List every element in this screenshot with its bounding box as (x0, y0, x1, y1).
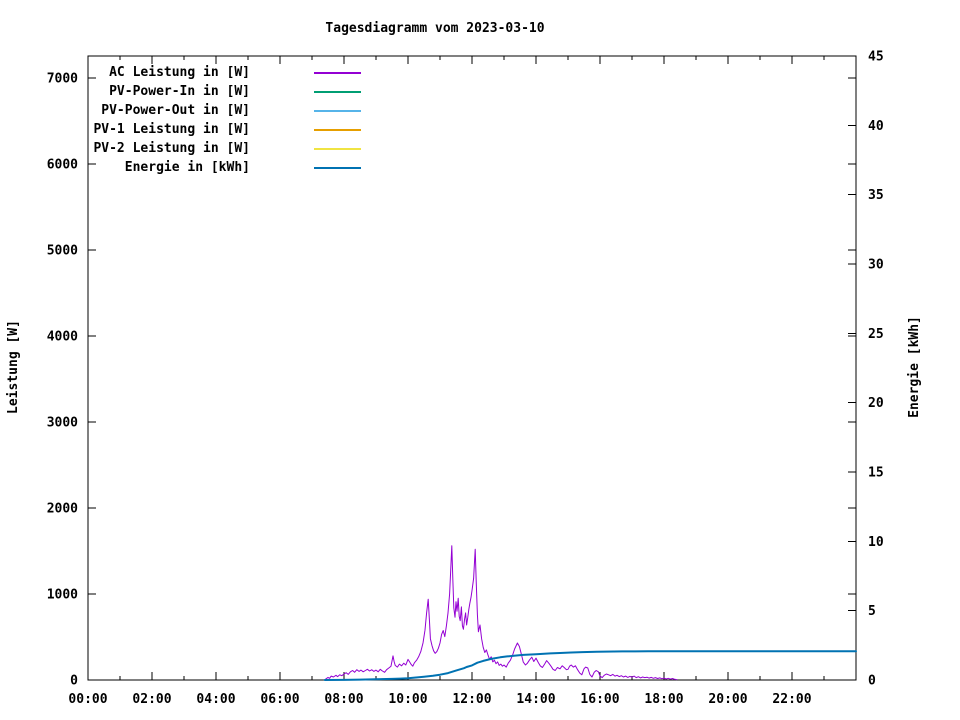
chart-title: Tagesdiagramm vom 2023-03-10 (325, 21, 545, 36)
y-tick-label: 7000 (47, 72, 78, 87)
legend-line-sample-energie-in-kwh (314, 166, 361, 169)
y2-tick-label: 5 (868, 604, 876, 619)
legend-label-energie-in-kwh: Energie in [kWh] (124, 160, 250, 175)
legend-line-sample-pv-1-leistung-in-w (314, 128, 361, 131)
x-tick-label: 18:00 (644, 692, 683, 707)
x-tick-label: 00:00 (68, 692, 107, 707)
x-tick-label: 06:00 (260, 692, 299, 707)
x-tick-label: 02:00 (132, 692, 171, 707)
y2-tick-label: 45 (868, 50, 884, 65)
legend-line-sample-pv-2-leistung-in-w (314, 147, 361, 150)
x-tick-label: 22:00 (772, 692, 811, 707)
legend-item-pv-power-out-in-w: PV-Power-Out in [W] (60, 101, 361, 120)
x-tick-label: 08:00 (324, 692, 363, 707)
legend-label-pv-power-out-in-w: PV-Power-Out in [W] (101, 103, 250, 118)
x-tick-label: 12:00 (452, 692, 491, 707)
legend-item-pv-2-leistung-in-w: PV-2 Leistung in [W] (60, 139, 361, 158)
legend-line-sample-pv-power-in-in-w (314, 90, 361, 93)
x-tick-label: 20:00 (708, 692, 747, 707)
legend-label-pv-2-leistung-in-w: PV-2 Leistung in [W] (93, 141, 250, 156)
legend-label-pv-power-in-in-w: PV-Power-In in [W] (109, 84, 250, 99)
chart-legend: AC Leistung in [W] PV-Power-In in [W] PV-P… (60, 63, 361, 177)
x-tick-label: 16:00 (580, 692, 619, 707)
legend-label-pv-1-leistung-in-w: PV-1 Leistung in [W] (93, 122, 250, 137)
series-line-energie-in-kwh (323, 650, 857, 681)
series-line-ac-leistung-in-w (324, 545, 678, 681)
y2-tick-label: 25 (868, 327, 884, 342)
legend-item-energie-in-kwh: Energie in [kWh] (60, 158, 361, 177)
legend-line-sample-pv-power-out-in-w (314, 109, 361, 112)
y-tick-label: 4000 (47, 330, 78, 345)
legend-item-pv-1-leistung-in-w: PV-1 Leistung in [W] (60, 120, 361, 139)
y2-tick-label: 40 (868, 119, 884, 134)
y-tick-label: 3000 (47, 416, 78, 431)
y2-tick-label: 30 (868, 258, 884, 273)
y2-tick-label: 15 (868, 466, 884, 481)
legend-item-pv-power-in-in-w: PV-Power-In in [W] (60, 82, 361, 101)
legend-label-ac-leistung-in-w: AC Leistung in [W] (109, 65, 250, 80)
x-tick-label: 10:00 (388, 692, 427, 707)
y-tick-label: 5000 (47, 244, 78, 259)
legend-item-ac-leistung-in-w: AC Leistung in [W] (60, 63, 361, 82)
x-tick-label: 14:00 (516, 692, 555, 707)
y-tick-label: 6000 (47, 158, 78, 173)
legend-line-sample-ac-leistung-in-w (314, 71, 361, 74)
x-tick-label: 04:00 (196, 692, 235, 707)
y-tick-label: 0 (70, 674, 78, 689)
y2-tick-label: 0 (868, 674, 876, 689)
y2-tick-label: 20 (868, 396, 884, 411)
y-tick-label: 2000 (47, 502, 78, 517)
y-tick-label: 1000 (47, 588, 78, 603)
y2-tick-label: 10 (868, 535, 884, 550)
y2-tick-label: 35 (868, 188, 884, 203)
